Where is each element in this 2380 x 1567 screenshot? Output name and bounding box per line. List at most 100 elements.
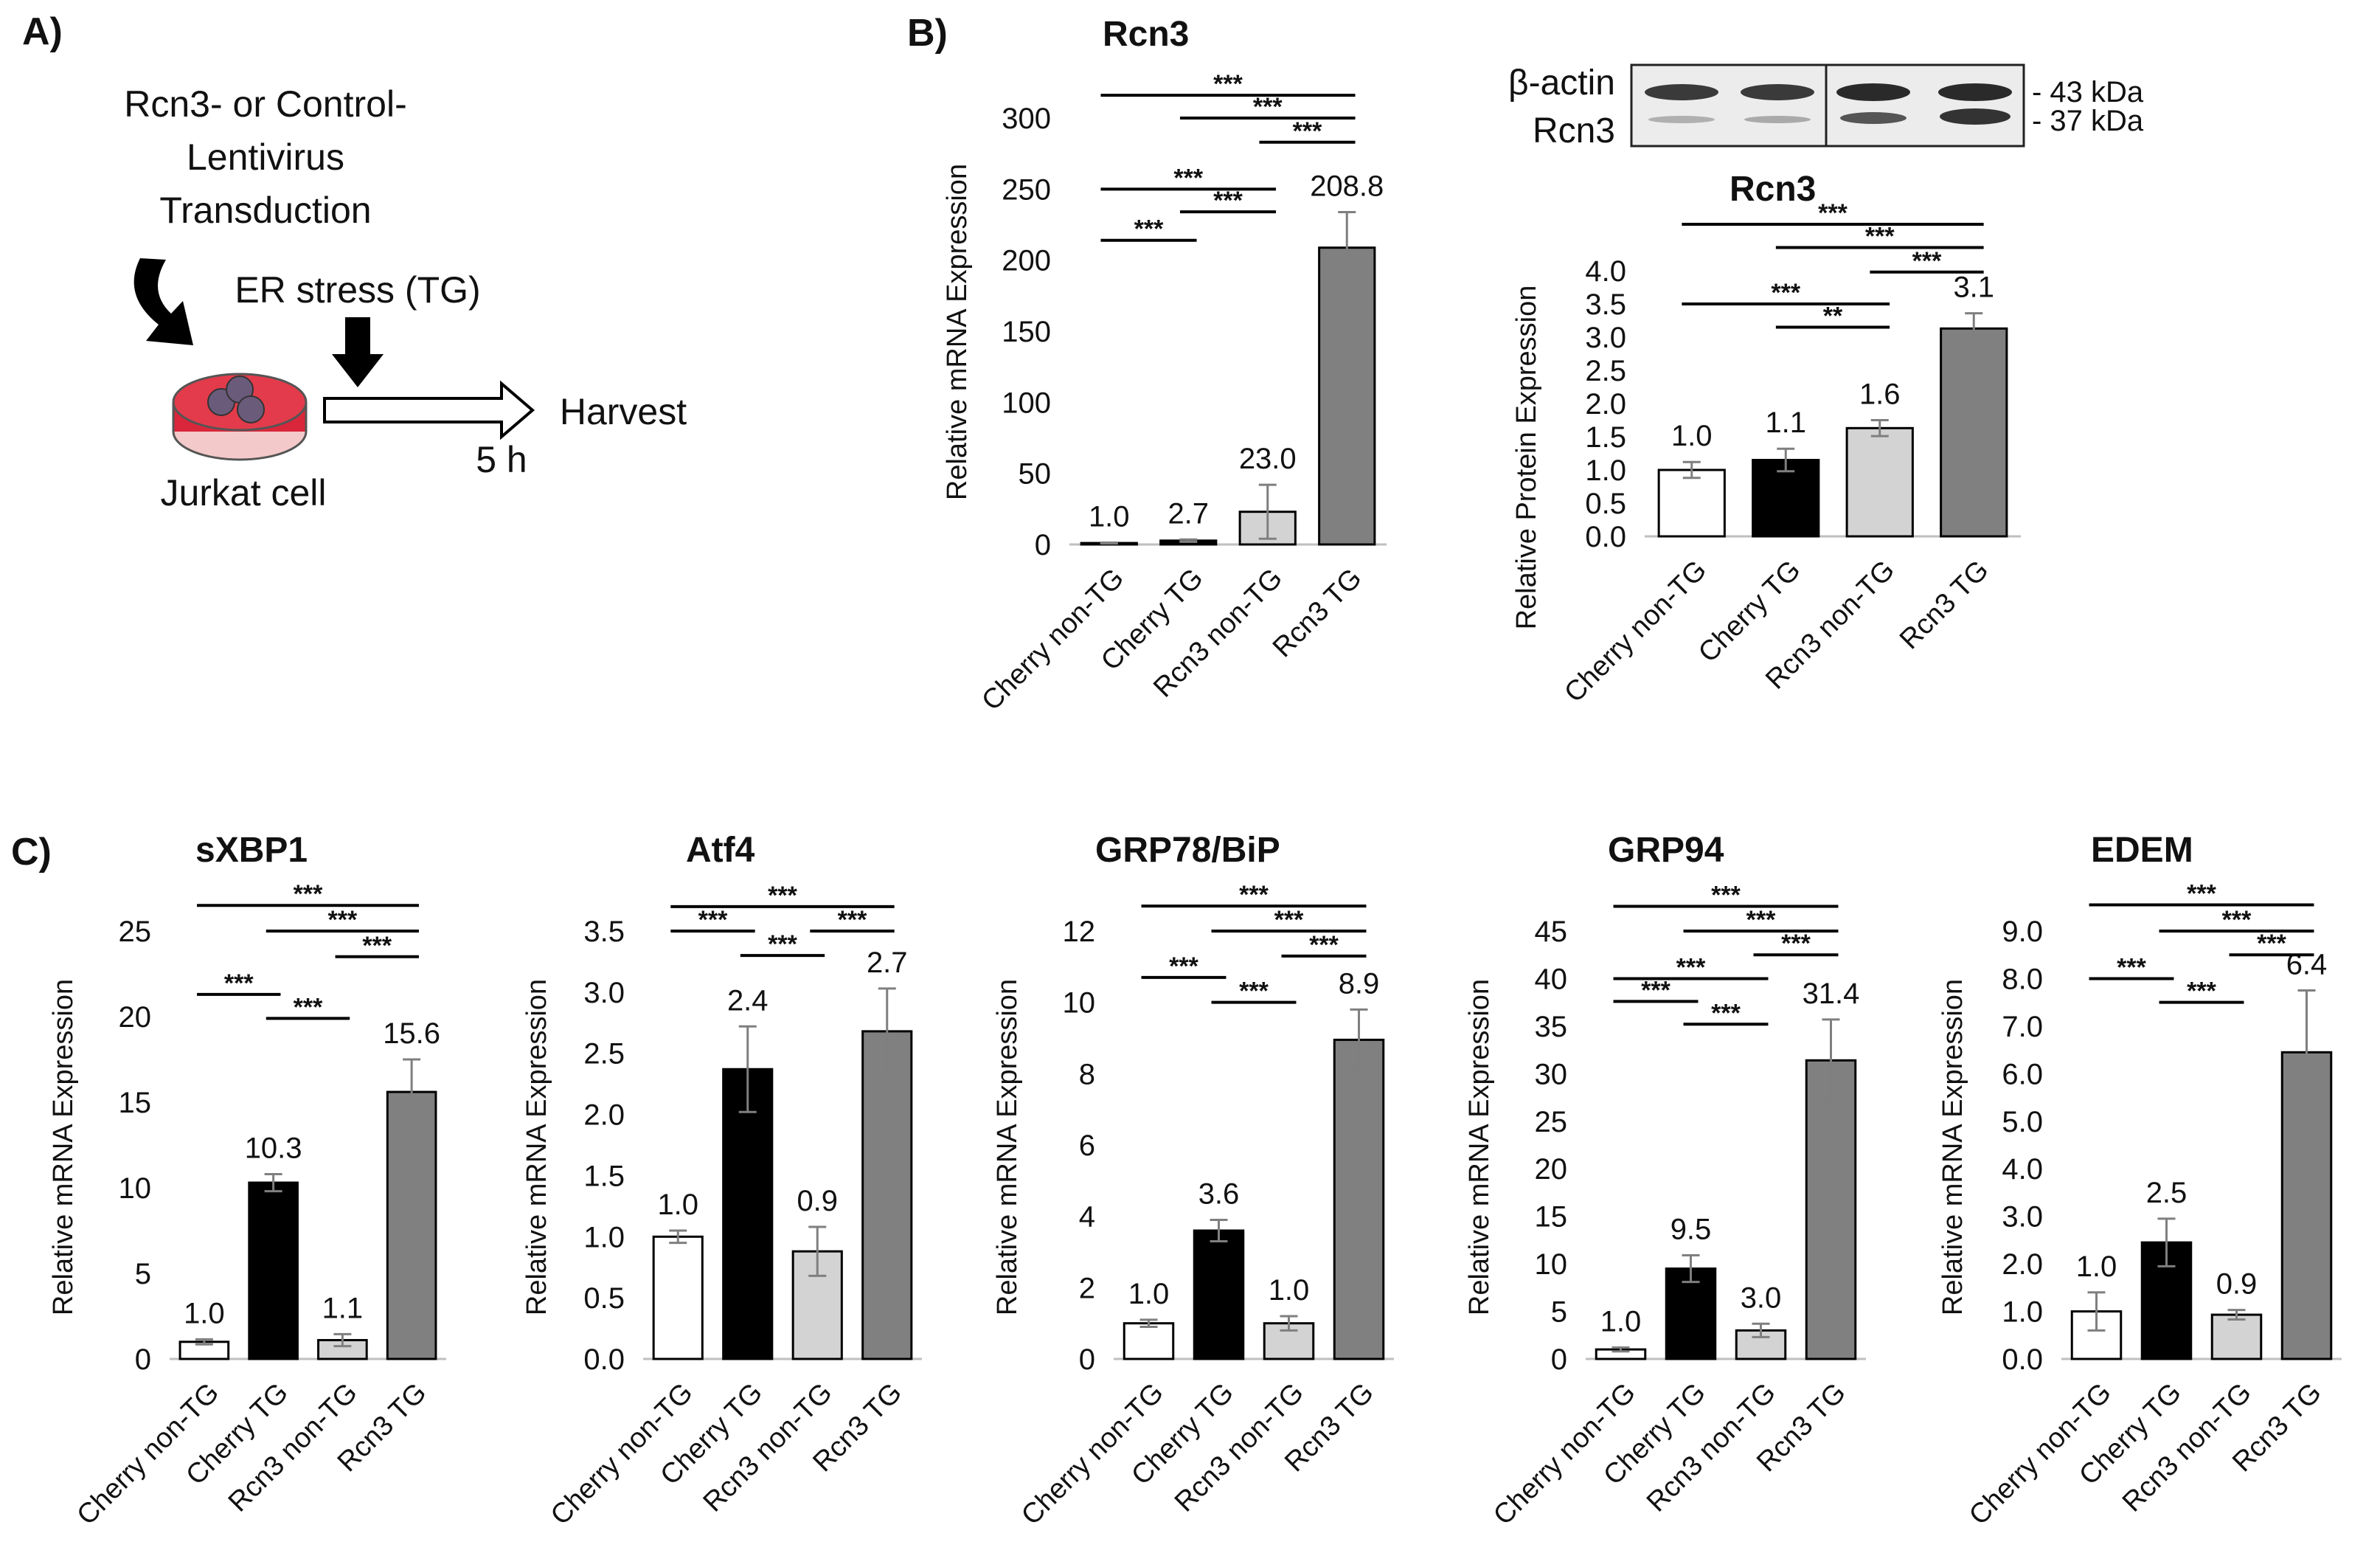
y-tick-label: 50 (1019, 458, 1052, 491)
y-axis-label: Relative mRNA Expression (1464, 979, 1495, 1315)
significance-label: *** (2222, 906, 2252, 934)
culture-dish-icon (172, 373, 308, 461)
schematic: Rcn3- or Control- Lentivirus Transductio… (124, 83, 687, 513)
value-label: 1.6 (1859, 378, 1901, 411)
value-label: 1.0 (1671, 420, 1713, 452)
y-tick-label: 15 (1535, 1201, 1568, 1234)
y-tick-label: 2.0 (2002, 1248, 2043, 1281)
bar (861, 1030, 913, 1360)
bar (386, 1090, 437, 1360)
time-label: 5 h (476, 439, 527, 480)
value-label: 2.4 (727, 984, 769, 1017)
chart-title: Rcn3 (1103, 15, 1189, 54)
bar (248, 1181, 299, 1360)
significance-label: *** (2117, 953, 2146, 981)
value-label: 6.4 (2286, 949, 2328, 981)
bar (1318, 246, 1376, 546)
value-label: 1.1 (1765, 407, 1806, 439)
marker-37kda: - 37 kDa (2032, 105, 2144, 137)
significance-label: ** (1823, 302, 1843, 331)
y-axis-label: Relative mRNA Expression (992, 979, 1023, 1315)
significance-label: *** (768, 882, 797, 910)
y-tick-label: 40 (1535, 963, 1568, 995)
significance-label: *** (1239, 881, 1269, 909)
value-label: 1.0 (1600, 1306, 1642, 1338)
bar (1333, 1038, 1385, 1360)
category-label: Cherry non-TG (976, 563, 1130, 717)
value-label: 1.0 (184, 1297, 225, 1329)
y-tick-label: 2.5 (1585, 355, 1626, 387)
chart-title: EDEM (2091, 831, 2193, 870)
y-tick-label: 4.0 (1585, 255, 1626, 288)
y-tick-label: 30 (1535, 1058, 1568, 1090)
curved-arrow-icon (133, 258, 193, 345)
chart-title: Rcn3 (1730, 170, 1816, 209)
significance-label: *** (1676, 953, 1706, 981)
significance-label: *** (1711, 881, 1741, 909)
significance-label: *** (1213, 187, 1243, 215)
value-label: 10.3 (245, 1132, 302, 1164)
significance-label: *** (1213, 70, 1243, 98)
y-tick-label: 3.0 (583, 977, 625, 1009)
value-label: 9.5 (1670, 1214, 1712, 1246)
value-label: 1.0 (1128, 1278, 1170, 1310)
y-tick-label: 10 (1063, 987, 1096, 1020)
category-label: Rcn3 TG (1267, 563, 1368, 664)
bar (1123, 1322, 1175, 1360)
significance-label: *** (1274, 906, 1304, 934)
value-label: 8.9 (1339, 967, 1380, 1000)
significance-label: *** (1293, 117, 1322, 145)
y-tick-label: 0.0 (2002, 1343, 2043, 1376)
value-label: 2.7 (1168, 497, 1209, 530)
western-blot: β-actin Rcn3 - 43 kDa - 37 kDa (1508, 63, 2144, 151)
significance-label: *** (1746, 906, 1776, 934)
chart-title: Atf4 (686, 831, 755, 870)
chart-grp94: GRP94 Relative mRNA Expression 0 5 10 15 20 25 3… (1464, 831, 1866, 1532)
category-label: Rcn3 TG (1894, 555, 1995, 656)
down-arrow-icon (332, 317, 384, 387)
chart-title: GRP94 (1608, 831, 1724, 870)
value-label: 1.1 (322, 1292, 364, 1324)
value-label: 31.4 (1803, 978, 1860, 1010)
significance-label: *** (1239, 978, 1269, 1006)
chart-title: sXBP1 (195, 831, 308, 870)
significance-label: *** (1781, 930, 1811, 958)
value-label: 3.1 (1953, 271, 1994, 304)
y-tick-label: 250 (1002, 173, 1051, 206)
panel-label-a: A) (22, 10, 63, 53)
transduction-line-1: Rcn3- or Control- (124, 83, 406, 125)
chart-grp78: GRP78/BiP Relative mRNA Expression 0 2 4 6 8 10… (992, 831, 1394, 1532)
y-tick-label: 25 (1535, 1106, 1568, 1138)
transduction-line-2: Lentivirus (187, 136, 344, 178)
value-label: 1.0 (657, 1189, 698, 1221)
panel-label-b: B) (907, 12, 948, 55)
value-label: 1.0 (1269, 1274, 1310, 1307)
significance-label: *** (838, 906, 867, 934)
y-tick-label: 7.0 (2002, 1011, 2043, 1043)
significance-label: *** (1711, 999, 1741, 1027)
y-tick-label: 8 (1079, 1058, 1095, 1090)
y-tick-label: 300 (1002, 103, 1051, 135)
panel-label-c: C) (11, 831, 52, 874)
significance-label: *** (1818, 199, 1848, 227)
significance-label: *** (1173, 164, 1203, 192)
significance-label: *** (1912, 247, 1942, 275)
bar (1845, 426, 1914, 538)
chart-sxbp1: sXBP1 Relative mRNA Expression 0 5 10 15 20 25 1… (48, 831, 446, 1532)
bar (1805, 1059, 1857, 1360)
y-tick-label: 5 (1551, 1296, 1567, 1329)
y-tick-label: 20 (119, 1001, 152, 1034)
y-tick-label: 10 (1535, 1248, 1568, 1281)
chart-atf4: Atf4 Relative mRNA Expression 0.0 0.5 1.0 1.5… (521, 831, 922, 1532)
value-label: 15.6 (383, 1017, 440, 1050)
y-tick-label: 2.0 (1585, 388, 1626, 421)
bar (652, 1235, 704, 1360)
y-tick-label: 45 (1535, 916, 1568, 948)
significance-label: *** (224, 969, 254, 997)
bar (1752, 459, 1820, 538)
y-tick-label: 8.0 (2002, 963, 2043, 995)
significance-label: *** (1169, 952, 1198, 980)
significance-label: *** (362, 932, 392, 960)
